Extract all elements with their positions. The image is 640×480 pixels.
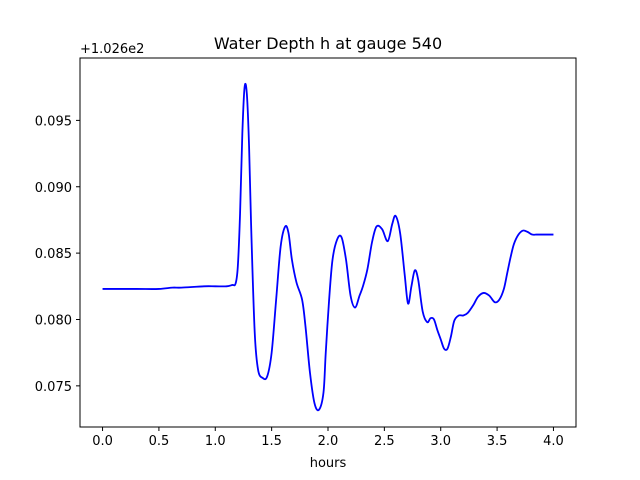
plot-frame — [79, 57, 577, 428]
x-tick-label: 0.0 — [92, 434, 113, 449]
y-tick-label: 0.080 — [35, 313, 72, 328]
y-tick-label: 0.090 — [35, 181, 72, 196]
chart-title: Water Depth h at gauge 540 — [214, 34, 442, 53]
x-tick-label: 2.0 — [318, 434, 339, 449]
y-tick-label: 0.095 — [35, 114, 72, 129]
x-tick-label: 4.0 — [543, 434, 564, 449]
y-offset-label: +1.026e2 — [80, 42, 144, 57]
x-tick-label: 3.0 — [430, 434, 451, 449]
y-tick-label: 0.085 — [35, 247, 72, 262]
x-tick-label: 2.5 — [374, 434, 395, 449]
x-axis-label: hours — [310, 456, 347, 471]
x-tick-label: 1.0 — [205, 434, 226, 449]
x-tick-label: 3.5 — [487, 434, 508, 449]
y-tick-label: 0.075 — [35, 380, 72, 395]
x-tick-label: 0.5 — [149, 434, 170, 449]
plot-area — [80, 58, 576, 427]
x-axis: 0.0 0.5 1.0 1.5 2.0 2.5 3.0 3.5 4.0 — [92, 427, 564, 449]
x-tick-label: 1.5 — [261, 434, 282, 449]
y-axis: 0.075 0.080 0.085 0.090 0.095 — [35, 114, 80, 395]
water-depth-series-line — [102, 82, 554, 412]
